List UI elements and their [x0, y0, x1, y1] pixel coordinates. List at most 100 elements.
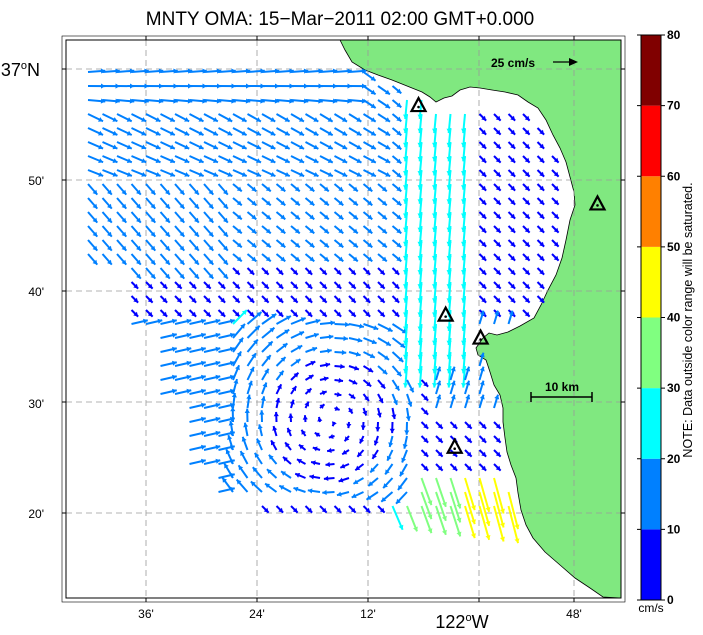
current-arrow	[130, 225, 142, 238]
current-arrow	[449, 477, 462, 509]
current-arrow	[102, 169, 118, 177]
current-arrow	[420, 421, 429, 430]
current-arrow	[159, 225, 171, 238]
current-arrow	[420, 463, 429, 472]
current-arrow	[174, 113, 190, 123]
current-arrow	[253, 452, 263, 465]
current-arrow	[507, 113, 516, 122]
current-arrow	[232, 113, 248, 123]
current-arrow	[334, 335, 348, 342]
current-arrow	[348, 225, 359, 235]
current-arrow	[232, 309, 241, 318]
current-arrow	[131, 141, 147, 150]
current-arrow	[377, 211, 388, 221]
colorbar-segment	[641, 317, 661, 389]
current-arrow	[507, 211, 516, 220]
current-arrow	[304, 225, 315, 235]
current-arrow	[391, 505, 404, 531]
current-arrow	[363, 337, 377, 345]
current-arrow	[188, 281, 197, 290]
current-arrow	[218, 113, 233, 123]
current-arrow	[116, 211, 128, 224]
current-arrow	[404, 421, 410, 435]
current-arrow	[380, 491, 394, 503]
current-arrow	[507, 169, 516, 178]
current-arrow	[377, 225, 388, 235]
current-arrow	[232, 127, 248, 137]
current-arrow	[232, 225, 243, 235]
current-arrow	[362, 505, 371, 514]
current-arrow	[232, 141, 248, 150]
current-arrow	[377, 85, 391, 96]
current-arrow	[536, 183, 545, 192]
current-arrow	[319, 295, 328, 304]
current-arrow	[406, 379, 415, 393]
current-arrow	[507, 281, 516, 290]
current-arrow	[319, 169, 334, 178]
colorbar-segment	[641, 529, 661, 600]
current-arrow	[159, 281, 168, 290]
current-arrow	[87, 155, 104, 164]
current-arrow	[116, 113, 133, 123]
current-arrow	[377, 197, 388, 207]
current-arrow	[290, 197, 301, 207]
current-arrow	[507, 310, 514, 325]
current-arrow	[507, 141, 516, 150]
current-arrow	[276, 141, 291, 150]
triangle-station-icon	[471, 328, 490, 345]
current-arrow	[363, 323, 379, 331]
lon-label-36: 36'	[138, 607, 154, 621]
current-arrow	[363, 351, 376, 359]
current-arrow	[131, 127, 147, 136]
current-arrow	[217, 309, 226, 318]
current-arrow	[435, 366, 442, 381]
current-arrow	[420, 407, 429, 416]
current-arrow	[420, 449, 429, 458]
current-arrow	[391, 183, 402, 193]
current-arrow	[160, 127, 176, 136]
current-arrow	[232, 281, 241, 290]
current-arrow	[273, 411, 279, 423]
current-arrow	[246, 253, 257, 263]
current-arrow	[203, 360, 221, 367]
current-arrow	[304, 211, 315, 221]
current-arrow	[275, 356, 287, 367]
current-arrow	[373, 435, 379, 446]
current-arrow	[536, 225, 545, 234]
current-arrow	[87, 141, 104, 150]
current-arrow	[377, 505, 386, 514]
current-arrow	[131, 155, 147, 164]
current-arrow	[478, 267, 487, 276]
current-arrow	[217, 211, 229, 224]
current-arrow	[87, 211, 99, 224]
current-arrow	[304, 387, 313, 395]
current-arrow	[551, 239, 560, 248]
current-arrow	[507, 239, 516, 248]
triangle-station-icon	[588, 194, 607, 211]
current-arrow	[250, 480, 263, 493]
current-arrow	[235, 478, 249, 493]
current-arrow	[221, 477, 234, 493]
current-arrow	[261, 281, 270, 290]
current-arrow	[493, 463, 502, 472]
current-arrow	[478, 352, 485, 367]
current-arrow	[145, 309, 154, 318]
current-arrow	[384, 463, 394, 475]
current-arrow	[145, 141, 161, 150]
current-arrow	[294, 472, 306, 479]
current-arrow	[478, 491, 491, 527]
current-arrow	[243, 422, 249, 437]
current-arrow	[189, 374, 206, 381]
current-arrow	[362, 211, 373, 221]
current-arrow	[493, 183, 502, 192]
current-arrow	[317, 416, 323, 423]
current-arrow	[362, 253, 373, 263]
current-arrow	[334, 391, 342, 398]
current-arrow	[536, 197, 545, 206]
current-arrow	[116, 225, 128, 238]
current-arrow	[218, 332, 235, 339]
current-arrow	[174, 267, 186, 280]
current-arrow	[362, 113, 377, 123]
current-arrow	[348, 68, 367, 74]
current-arrow	[435, 421, 444, 430]
